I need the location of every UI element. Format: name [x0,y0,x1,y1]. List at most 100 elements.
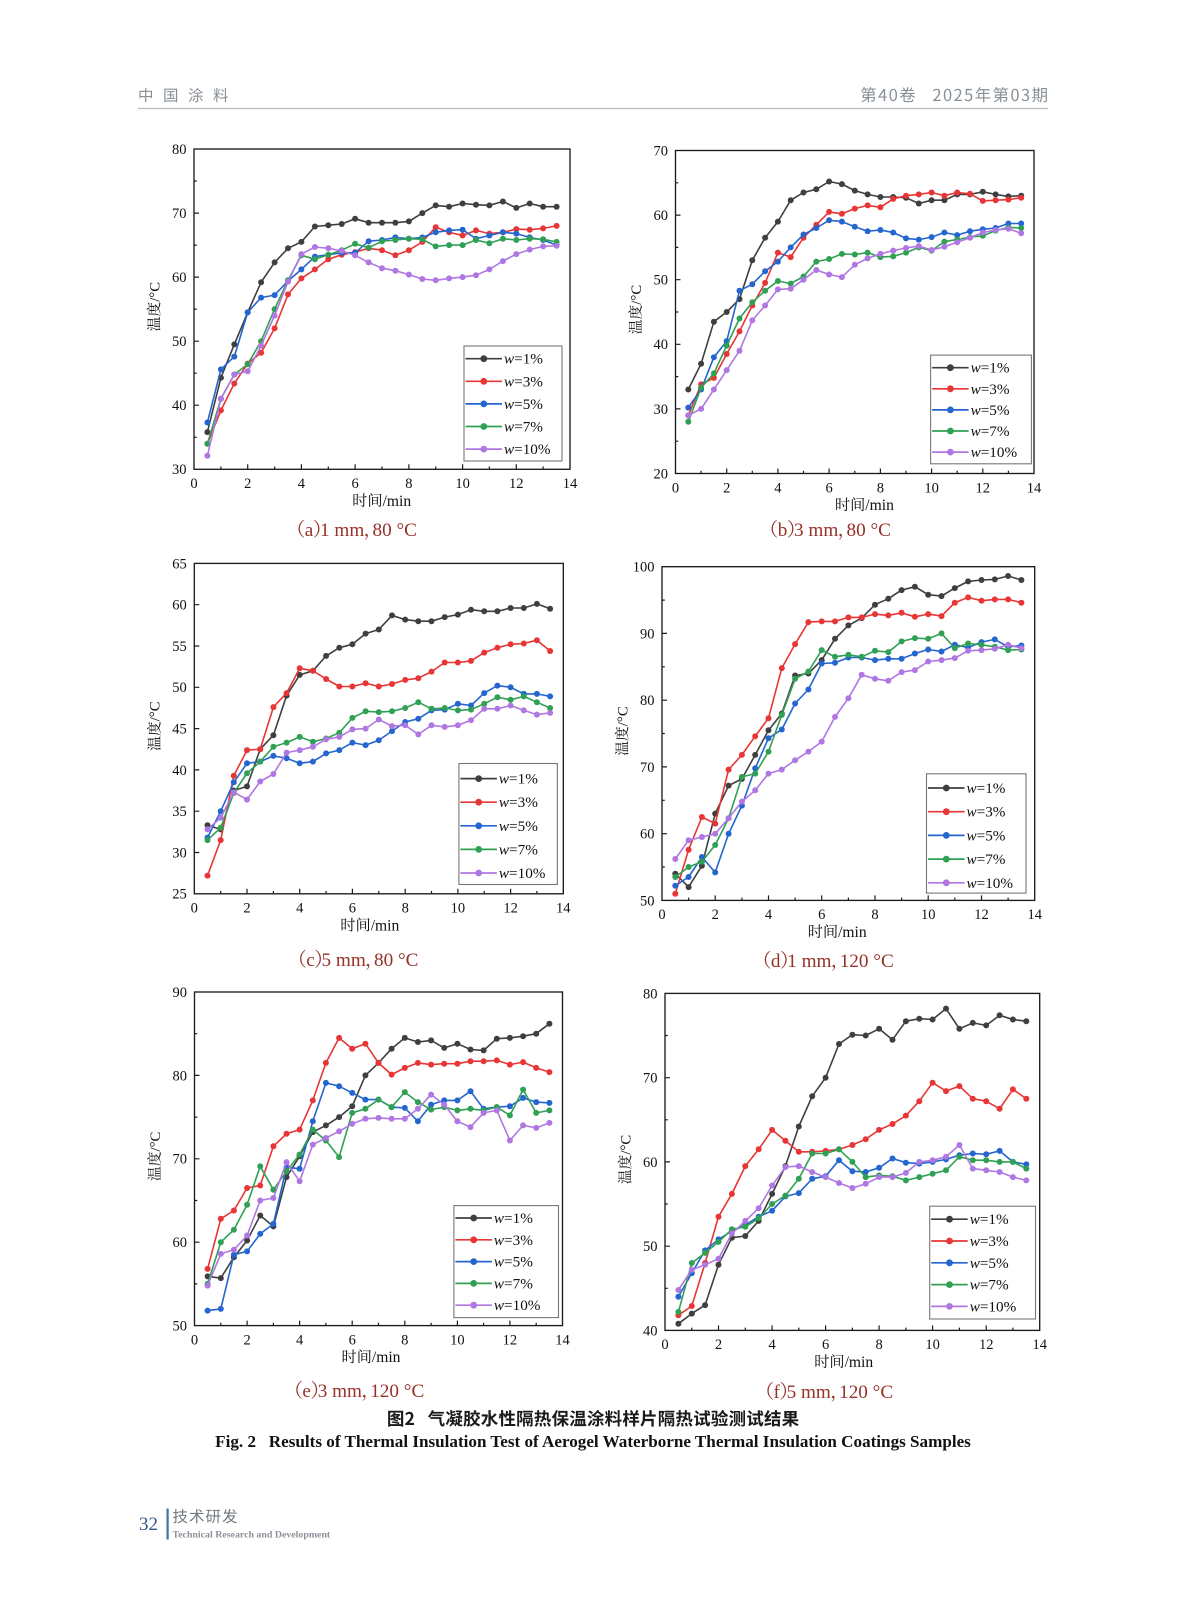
svg-text:w=7%: w=7% [499,841,538,858]
svg-text:w=1%: w=1% [971,360,1010,377]
svg-text:80: 80 [172,142,187,158]
svg-text:14: 14 [555,1332,570,1348]
svg-text:a: a [305,520,314,541]
svg-text:40: 40 [643,1323,658,1339]
svg-text:/°C: /°C [615,706,631,726]
svg-text:w=3%: w=3% [970,1233,1009,1250]
svg-text:70: 70 [643,1071,658,1087]
svg-text:4: 4 [768,1337,776,1353]
svg-text:w=7%: w=7% [494,1275,533,1292]
svg-text:8: 8 [877,480,884,496]
svg-text:w=10%: w=10% [504,441,551,458]
svg-text:0: 0 [672,480,679,496]
svg-text:70: 70 [640,760,655,776]
svg-text:w=1%: w=1% [967,780,1006,797]
svg-text:80: 80 [640,693,655,709]
svg-text:w=1%: w=1% [970,1211,1009,1228]
svg-text:0: 0 [661,1337,668,1353]
svg-text:50: 50 [643,1239,658,1255]
svg-text:80 °C: 80 °C [847,520,891,541]
svg-text:60: 60 [172,270,187,286]
svg-text:80 °C: 80 °C [373,520,417,541]
svg-text:6: 6 [349,1332,356,1348]
svg-text:25: 25 [172,887,187,903]
svg-text:4: 4 [296,1332,304,1348]
svg-text:6: 6 [822,1337,829,1353]
svg-text:w=7%: w=7% [970,1277,1009,1294]
svg-text:60: 60 [172,598,187,614]
svg-text:90: 90 [173,985,188,1001]
svg-text:80: 80 [643,986,658,1002]
svg-text:50: 50 [172,334,187,350]
svg-text:14: 14 [1032,1337,1047,1353]
svg-text:8: 8 [405,476,412,492]
svg-text:w=5%: w=5% [504,396,543,413]
svg-text:/min: /min [845,1354,874,1371]
svg-text:/°C: /°C [148,1131,164,1151]
svg-text:w=10%: w=10% [499,865,546,882]
svg-text:3 mm: 3 mm [318,1381,362,1402]
svg-text:65: 65 [172,556,187,572]
svg-text:6: 6 [818,907,825,923]
svg-text:120 °C: 120 °C [840,951,894,972]
svg-text:2: 2 [243,1332,250,1348]
svg-text:40: 40 [654,337,669,353]
svg-text:/min: /min [838,924,867,941]
svg-text:50: 50 [654,273,669,289]
svg-text:12: 12 [976,480,991,496]
svg-text:w=1%: w=1% [504,351,543,368]
svg-text:6: 6 [825,480,832,496]
svg-text:120 °C: 120 °C [839,1382,893,1403]
svg-text:32: 32 [139,1514,158,1535]
svg-text:w=10%: w=10% [970,1298,1017,1315]
svg-text:14: 14 [1027,907,1042,923]
svg-text:/°C: /°C [629,285,645,305]
svg-text:2: 2 [723,480,730,496]
svg-text:50: 50 [172,680,187,696]
svg-text:70: 70 [654,143,669,159]
svg-text:w=10%: w=10% [967,875,1014,892]
svg-text:w=5%: w=5% [967,827,1006,844]
svg-text:6: 6 [351,476,358,492]
svg-text:30: 30 [172,845,187,861]
svg-text:4: 4 [765,907,773,923]
svg-text:Technical Research and Develop: Technical Research and Development [173,1530,331,1541]
svg-text:12: 12 [503,901,518,917]
svg-text:1 mm: 1 mm [787,951,831,972]
svg-text:55: 55 [172,639,187,655]
svg-text:4: 4 [774,480,782,496]
svg-text:w=3%: w=3% [967,804,1006,821]
svg-text:20: 20 [654,466,669,482]
svg-text:2: 2 [243,901,250,917]
svg-text:35: 35 [172,804,187,820]
svg-text:c: c [306,950,315,971]
svg-text:w=1%: w=1% [499,771,538,788]
svg-text:6: 6 [349,901,356,917]
svg-text:80: 80 [173,1068,188,1084]
svg-text:1 mm: 1 mm [320,520,364,541]
svg-text:w=3%: w=3% [504,373,543,390]
svg-text:/°C: /°C [148,701,164,721]
svg-text:/min: /min [372,1349,401,1366]
svg-text:70: 70 [173,1152,188,1168]
svg-text:0: 0 [190,476,197,492]
svg-text:0: 0 [191,901,198,917]
svg-text:10: 10 [925,1337,940,1353]
svg-text:12: 12 [979,1337,994,1353]
svg-text:w=5%: w=5% [970,1255,1009,1272]
svg-text:45: 45 [172,722,187,738]
svg-text:/min: /min [371,917,400,934]
svg-text:0: 0 [191,1332,198,1348]
svg-text:w=7%: w=7% [971,423,1010,440]
svg-text:e: e [302,1381,311,1402]
svg-text:/°C: /°C [147,282,163,302]
svg-text:60: 60 [654,208,669,224]
svg-text:80 °C: 80 °C [374,950,418,971]
svg-text:14: 14 [1027,480,1042,496]
svg-text:2: 2 [712,907,719,923]
svg-text:w=5%: w=5% [971,402,1010,419]
svg-text:60: 60 [173,1235,188,1251]
svg-text:40: 40 [172,763,187,779]
svg-text:w=10%: w=10% [971,444,1018,461]
svg-text:30: 30 [654,402,669,418]
